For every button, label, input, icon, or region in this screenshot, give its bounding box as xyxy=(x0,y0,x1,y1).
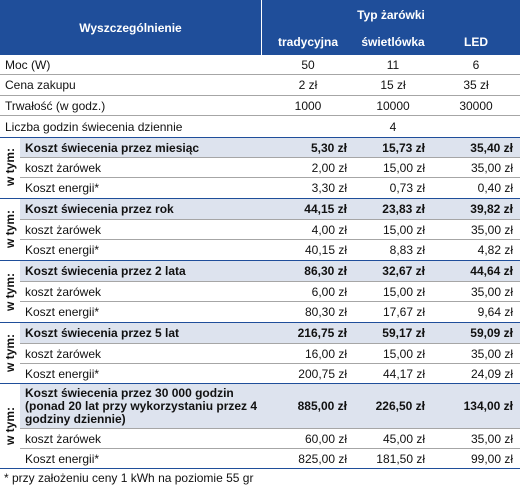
sub-label-koszt-energii: Koszt energii* xyxy=(25,366,100,381)
side-label-w-tym: w tym: xyxy=(3,333,18,373)
sub-value: 80,30 zł xyxy=(304,305,347,319)
cell-moc-tradycyjna: 50 xyxy=(301,57,315,72)
sub-value: 35,00 zł xyxy=(470,284,513,299)
sub-value: 3,30 zł xyxy=(311,180,347,195)
group-title-5-lat: Koszt świecenia przez 5 lat xyxy=(20,323,262,343)
group-miesiac-led: 35,40 zł xyxy=(432,138,520,157)
sub-value: 15,00 zł xyxy=(382,284,425,299)
sub-value: 44,17 zł xyxy=(382,366,425,381)
sub-value: 8,83 zł xyxy=(389,242,425,257)
cell-moc-led: 6 xyxy=(472,57,480,72)
group-rok-tradycyjna: 44,15 zł xyxy=(262,199,354,219)
row-label-moc: Moc (W) xyxy=(5,57,51,72)
group-title-miesiac: Koszt świecenia przez miesiąc xyxy=(20,138,262,157)
sub-value: 35,00 zł xyxy=(470,160,513,175)
row-label-godziny: Liczba godzin świecenia dziennie xyxy=(5,120,183,134)
sub-value: 35,00 zł xyxy=(470,346,513,361)
group-title-2-lata: Koszt świecenia przez 2 lata xyxy=(20,261,262,281)
group-5-lat-swietlowka: 59,17 zł xyxy=(354,323,432,343)
header-row-label: Wyszczególnienie xyxy=(0,0,262,55)
sub-value: 15,00 zł xyxy=(382,160,425,175)
cell-moc-swietlowka: 11 xyxy=(386,57,400,72)
cost-comparison-table: Wyszczególnienie Typ żarówki tradycyjna … xyxy=(0,0,520,469)
side-label-w-tym: w tym: xyxy=(3,272,18,311)
cell-trwalosc-swietlowka: 10000 xyxy=(376,98,410,113)
cell-cena-tradycyjna: 2 zł xyxy=(298,78,318,92)
sub-label-koszt-energii: Koszt energii* xyxy=(25,305,100,319)
cell-cena-swietlowka: 15 zł xyxy=(380,78,406,92)
sub-value: 0,73 zł xyxy=(389,180,425,195)
group-2-lata-tradycyjna: 86,30 zł xyxy=(262,261,354,281)
sub-value: 0,40 zł xyxy=(477,180,513,195)
sub-value: 6,00 zł xyxy=(311,284,347,299)
sub-value: 45,00 zł xyxy=(382,431,425,446)
sub-label-koszt-zarowek: koszt żarówek xyxy=(25,284,102,299)
sub-value: 4,82 zł xyxy=(477,242,513,257)
sub-value: 35,00 zł xyxy=(470,431,513,446)
header-col-swietlowka: świetlówka xyxy=(354,29,432,55)
sub-value: 17,67 zł xyxy=(382,305,425,319)
header-col-led: LED xyxy=(432,29,520,55)
sub-label-koszt-energii: Koszt energii* xyxy=(25,242,100,257)
group-5-lat-tradycyjna: 216,75 zł xyxy=(262,323,354,343)
sub-value: 825,00 zł xyxy=(298,451,347,466)
sub-label-koszt-zarowek: koszt żarówek xyxy=(25,160,102,175)
sub-value: 200,75 zł xyxy=(298,366,347,381)
sub-value: 60,00 zł xyxy=(304,431,347,446)
sub-value: 99,00 zł xyxy=(470,451,513,466)
sub-value: 2,00 zł xyxy=(311,160,347,175)
sub-label-koszt-zarowek: koszt żarówek xyxy=(25,222,102,237)
row-label-cena: Cena zakupu xyxy=(5,78,76,92)
group-5-lat-led: 59,09 zł xyxy=(432,323,520,343)
header-col-tradycyjna: tradycyjna xyxy=(262,29,354,55)
group-miesiac-swietlowka: 15,73 zł xyxy=(354,138,432,157)
side-label-w-tym: w tym: xyxy=(3,209,18,249)
sub-value: 40,15 zł xyxy=(304,242,347,257)
cell-trwalosc-led: 30000 xyxy=(459,98,493,113)
side-label-w-tym: w tym: xyxy=(3,406,18,446)
cell-trwalosc-tradycyjna: 1000 xyxy=(294,98,322,113)
footnote: * przy założeniu ceny 1 kWh na poziomie … xyxy=(4,471,254,485)
sub-label-koszt-zarowek: koszt żarówek xyxy=(25,346,102,361)
group-rok-swietlowka: 23,83 zł xyxy=(354,199,432,219)
group-30000-swietlowka: 226,50 zł xyxy=(354,384,432,428)
sub-value: 16,00 zł xyxy=(304,346,347,361)
cell-godziny-value: 4 xyxy=(389,120,397,134)
sub-value: 15,00 zł xyxy=(382,346,425,361)
group-title-30000-godzin: Koszt świecenia przez 30 000 godzin (pon… xyxy=(20,384,262,428)
row-label-trwalosc: Trwałość (w godz.) xyxy=(5,98,106,113)
sub-value: 35,00 zł xyxy=(470,222,513,237)
group-30000-tradycyjna: 885,00 zł xyxy=(262,384,354,428)
group-2-lata-led: 44,64 zł xyxy=(432,261,520,281)
sub-label-koszt-zarowek: koszt żarówek xyxy=(25,431,102,446)
sub-value: 9,64 zł xyxy=(477,305,513,319)
sub-label-koszt-energii: Koszt energii* xyxy=(25,451,100,466)
side-label-w-tym: w tym: xyxy=(3,147,18,187)
sub-label-koszt-energii: Koszt energii* xyxy=(25,180,100,195)
header-group-label: Typ żarówki xyxy=(262,0,520,29)
sub-value: 24,09 zł xyxy=(470,366,513,381)
sub-value: 4,00 zł xyxy=(311,222,347,237)
sub-value: 15,00 zł xyxy=(382,222,425,237)
cell-cena-led: 35 zł xyxy=(463,78,489,92)
sub-value: 181,50 zł xyxy=(376,451,425,466)
group-miesiac-tradycyjna: 5,30 zł xyxy=(262,138,354,157)
group-rok-led: 39,82 zł xyxy=(432,199,520,219)
group-30000-led: 134,00 zł xyxy=(432,384,520,428)
group-title-rok: Koszt świecenia przez rok xyxy=(20,199,262,219)
group-2-lata-swietlowka: 32,67 zł xyxy=(354,261,432,281)
